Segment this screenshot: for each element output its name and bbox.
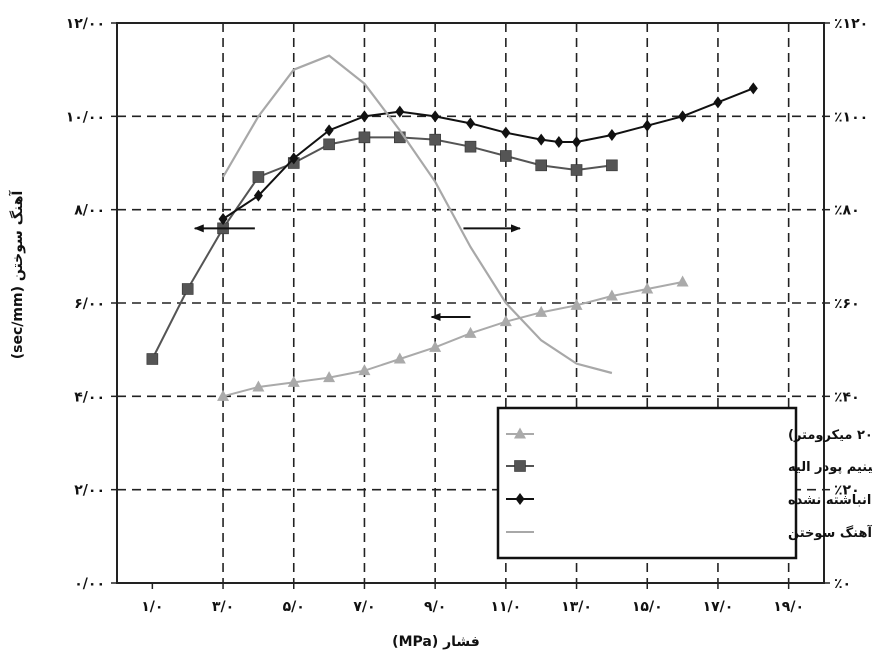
series-line <box>222 281 683 398</box>
x-tick-label: ۷/۰ <box>353 599 375 615</box>
data-point <box>676 275 689 287</box>
x-tick-label: ۱۵/۰ <box>632 599 663 615</box>
data-point <box>570 298 583 310</box>
data-point <box>359 110 369 123</box>
y-axis-left-ticks: ۰/۰۰ ۲/۰۰ ۴/۰۰ ۶/۰۰ ۸/۰۰ ۱۰/۰۰ ۱۲/۰۰ <box>66 16 117 592</box>
y-tick-label-left: ۴/۰۰ <box>74 389 105 405</box>
y-tick-label-right: ٪۶۰ <box>834 296 860 312</box>
data-point <box>393 352 406 364</box>
data-point <box>554 136 564 148</box>
x-tick-label: ۱۳/۰ <box>561 599 592 615</box>
data-point <box>572 136 582 148</box>
data-point <box>252 380 265 392</box>
y-tick-label-right: ٪۸۰ <box>834 203 860 219</box>
data-point <box>642 119 652 132</box>
data-point <box>466 117 475 130</box>
x-tick-label: ۱۷/۰ <box>703 599 734 615</box>
data-point <box>535 159 548 172</box>
annotations <box>193 224 521 321</box>
y-tick-label-left: ۱۲/۰۰ <box>66 16 105 32</box>
y-tick-label-left: ۲/۰۰ <box>74 483 105 499</box>
x-tick-label: ۳/۰ <box>212 599 234 615</box>
legend-box <box>496 406 798 560</box>
series-line <box>222 87 754 220</box>
y-tick-label-right: ٪۰ <box>834 576 851 592</box>
data-point <box>323 371 336 383</box>
legend-label: نانوذرات آلومینیم پودر الیه <box>788 458 872 475</box>
data-point <box>395 105 405 118</box>
data-point <box>252 171 265 183</box>
data-point <box>607 129 617 141</box>
x-axis-title: فشار (MPa) <box>392 634 480 650</box>
x-tick-label: ۹/۰ <box>424 599 446 615</box>
data-point <box>464 140 477 153</box>
y-tick-label-left: ۱۰/۰۰ <box>66 109 105 125</box>
series-2 <box>218 82 758 225</box>
legend-label: افزایش آهنگ سوختن <box>788 524 872 541</box>
data-point <box>181 283 194 295</box>
legend-swatch-marker <box>514 427 526 439</box>
x-tick-label: ۱/۰ <box>141 599 163 615</box>
legend-swatch-marker <box>514 460 526 472</box>
y-tick-label-left: ۶/۰۰ <box>74 296 105 312</box>
legend-item: نانوذرات آلومینیم انباشته نشده <box>506 491 872 508</box>
data-point <box>535 305 548 317</box>
data-point <box>218 213 228 225</box>
legend-swatch-marker <box>515 493 525 505</box>
y-tick-label-right: ٪۱۰۰ <box>834 109 868 125</box>
data-point <box>289 152 299 165</box>
legend: ذرات میکرونی آلومینیم (۲۰ میکرومتر) نانوذ… <box>496 406 872 560</box>
x-tick-label: ۵/۰ <box>283 599 305 615</box>
x-tick-label: ۱۱/۰ <box>490 599 521 615</box>
data-point <box>217 389 230 401</box>
data-point <box>570 164 583 176</box>
data-point <box>536 133 546 146</box>
data-point <box>324 124 334 137</box>
data-point <box>430 110 440 123</box>
data-point <box>499 315 512 327</box>
data-point <box>748 82 758 95</box>
data-point <box>641 282 654 294</box>
series-3 <box>222 54 613 375</box>
series-1 <box>146 131 618 365</box>
data-point <box>429 340 442 352</box>
data-point <box>429 133 441 146</box>
legend-label: نانوذرات آلومینیم انباشته نشده <box>788 491 872 508</box>
y-tick-label-right: ٪۲۰ <box>834 483 860 499</box>
series-line <box>151 136 613 360</box>
data-point <box>287 375 300 387</box>
series-line <box>222 54 613 375</box>
data-point <box>464 326 477 338</box>
series <box>146 54 758 401</box>
x-tick-label: ۱۹/۰ <box>773 599 804 615</box>
y-axis-right-ticks: ٪۰ ٪۲۰ ٪۴۰ ٪۶۰ ٪۸۰ ٪۱۰۰ ٪۱۲۰ <box>824 16 868 592</box>
y-tick-label-right: ٪۴۰ <box>834 389 860 405</box>
legend-label: ذرات میکرونی آلومینیم (۲۰ میکرومتر) <box>788 426 872 443</box>
legend-item: نانوذرات آلومینیم پودر الیه <box>506 458 872 475</box>
legend-item: افزایش آهنگ سوختن <box>506 524 872 541</box>
data-point <box>323 138 335 151</box>
y-tick-label-left: ۰/۰۰ <box>74 576 105 592</box>
data-point <box>606 159 618 172</box>
y-tick-label-left: ۸/۰۰ <box>74 203 105 219</box>
data-point <box>146 353 159 365</box>
data-point <box>358 364 371 376</box>
data-point <box>678 110 688 123</box>
data-point <box>500 150 512 162</box>
data-point <box>605 289 618 301</box>
data-point <box>253 189 263 202</box>
data-point <box>358 131 371 144</box>
x-axis-ticks: ۱/۰ ۳/۰ ۵/۰ ۷/۰ ۹/۰ ۱۱/۰ ۱۳/۰ ۱۵/۰ ۱۷/۰ ۱۹/۰ <box>141 583 804 615</box>
data-point <box>501 126 511 139</box>
legend-item: ذرات میکرونی آلومینیم (۲۰ میکرومتر) <box>506 426 872 443</box>
y-tick-label-right: ٪۱۲۰ <box>834 16 868 32</box>
y-axis-title: آهنگ سوختن (sec/mm) <box>8 190 26 360</box>
data-point <box>713 96 723 109</box>
series-0 <box>217 275 689 401</box>
